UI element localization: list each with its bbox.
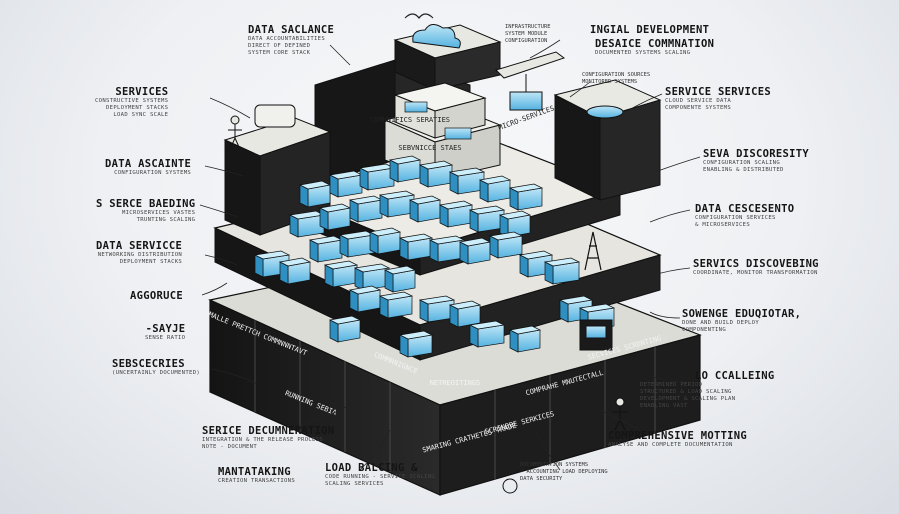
service-cube [428,235,466,263]
service-cube [353,263,391,291]
service-cube [448,167,486,195]
service-cubes [253,155,616,358]
service-cube [398,233,434,261]
wall-text: COMNNIFICS SERATIES [370,116,450,124]
service-cube [328,315,362,343]
label-aggoruce: Aggoruce [130,290,183,302]
service-cube [348,285,382,313]
service-cube [318,203,352,231]
label-lo-ccalleing: Lo Ccalleing Determined Period Structure… [640,370,775,409]
label-seva-discoresity: Seva Discoresity Configuration Scaling E… [703,148,809,173]
label-services: Services Constructive Systems Deployment… [95,86,169,118]
service-cube [418,160,454,188]
label-serce-baeding: S Serce Baeding Microservices Vastes Tru… [96,198,196,223]
service-cube [383,265,417,293]
service-cube [498,210,532,238]
service-cube [328,170,364,198]
service-cube [398,330,434,358]
label-servics-discovebing: Servics Discovebing Coordinate, Monitor … [693,258,819,276]
service-cube [478,175,512,203]
label-load-balcing: Load Balcing & Code Running - Service Sc… [325,462,436,487]
robot-icon [254,104,613,351]
service-cube [448,300,482,328]
service-cube [378,190,416,218]
label-data-ascainte: Data Ascainte Configuration Systems [105,158,192,176]
service-cube [508,183,544,211]
service-cube [323,260,359,288]
wall-text: NETREOITINGS [430,379,481,387]
service-cube [378,291,414,319]
label-sebscecries: Sebscecries (Uncertainly Documented) [112,358,201,376]
label-comprehensive-motting: Comprehensive Motting Analyse And Comple… [608,430,748,448]
service-cube [458,237,492,265]
service-cube [358,163,396,191]
service-cube [468,205,506,233]
service-cube [368,227,402,255]
label-data-servicce: Data Servicce Networking Distribution De… [96,240,183,265]
service-cube [308,235,344,263]
dish-icon [502,105,624,494]
service-cube [508,325,542,353]
note-configuration-sources: Configuration Sources Monitored Systems [582,72,651,85]
label-data-saclance: Data Saclance Data Accountabilities Dire… [248,24,335,56]
service-cube [488,231,524,259]
label-title: Services [115,86,169,98]
note-infrastructure: Infrastructure System Module Configurati… [505,24,551,44]
service-cube [388,155,422,183]
service-cube [338,230,376,258]
label-mantataking: Mantataking Creation Transactions [218,466,296,484]
label-sayje: -Sayje Sense Ratio [145,323,186,341]
label-data-cescesento: Data Cescesento Configuration Services &… [695,203,795,228]
service-cube [468,320,506,348]
bird-icon [404,13,434,19]
cloud-icon [412,24,461,49]
label-sowenge-eduqiotar: Sowenge Eduqiotar, Done And Build Deploy… [682,308,802,333]
service-cube [288,210,326,238]
note-documentation-systems: Documentation Systems - Accounting Load … [520,462,608,482]
wall-text: SEBVNICCE STAES [398,144,461,152]
service-cube [298,180,332,208]
label-desaice-commnation: Desaice Commnation Documented Systems Sc… [595,38,715,56]
leader-lines [199,39,701,471]
label-service-services: Service Services Cloud Service Data Comp… [665,86,771,111]
drone-icon [495,51,566,111]
service-cube [418,295,456,323]
radio-tower-icon [584,231,602,271]
label-serice-decumneration: Serice Decumneration Integration & The R… [202,425,335,450]
service-cube [543,257,581,285]
service-cube [408,195,442,223]
person-icon [228,115,628,431]
service-cube [438,200,474,228]
label-ingial-development: Ingial Development [590,24,710,36]
service-cube [278,257,312,285]
service-cube [558,295,594,323]
service-cube [348,195,384,223]
